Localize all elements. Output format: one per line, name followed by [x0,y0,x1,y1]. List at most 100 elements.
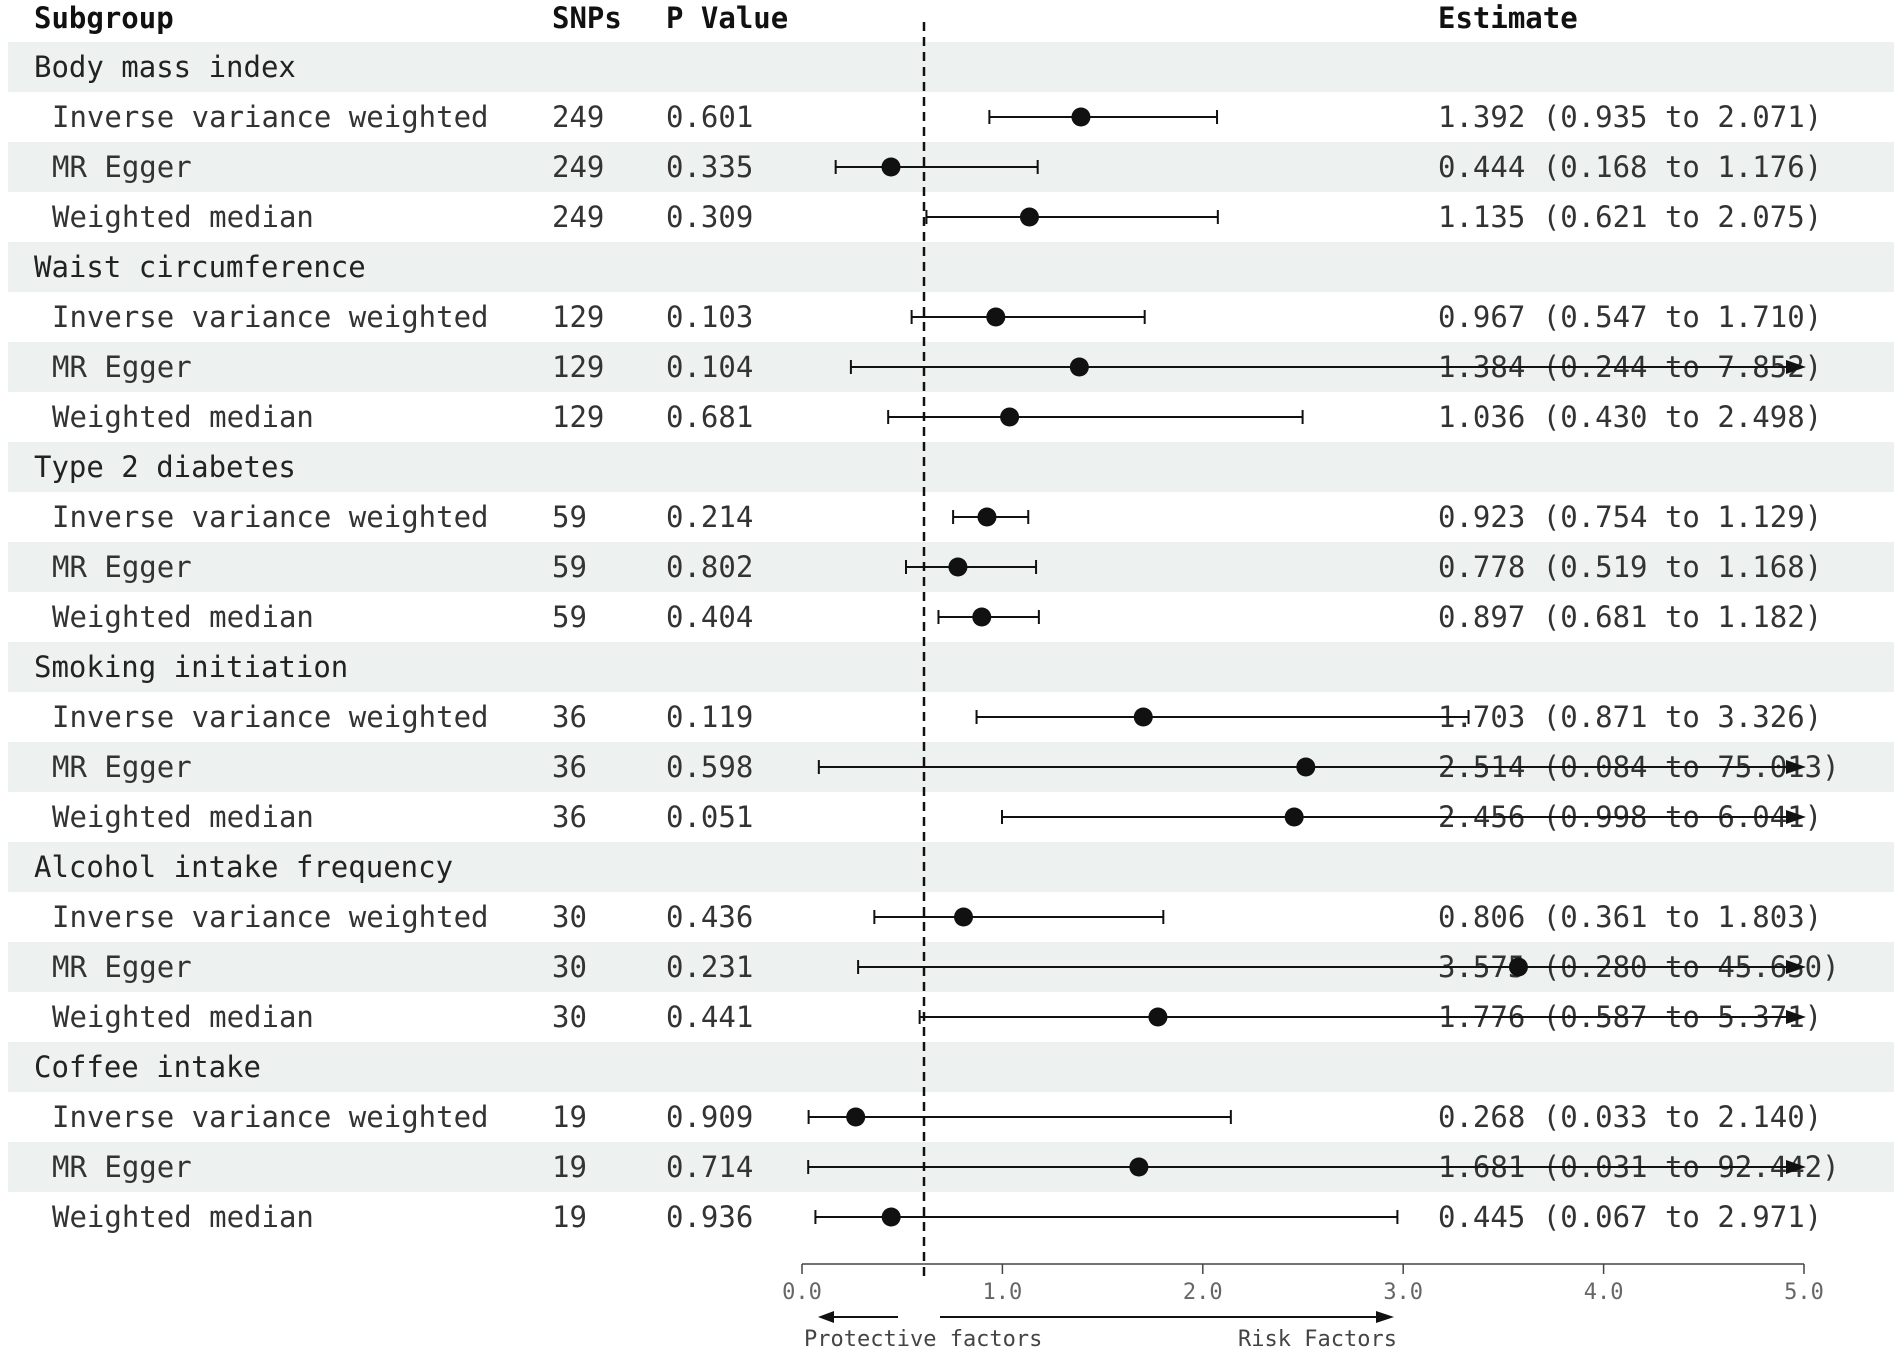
snps-value: 36 [552,800,587,834]
snps-value: 249 [552,100,604,134]
snps-value: 59 [552,500,587,534]
p-value: 0.802 [666,550,753,584]
p-value: 0.231 [666,950,753,984]
group-label: Alcohol intake frequency [34,850,453,884]
p-value: 0.441 [666,1000,753,1034]
snps-value: 129 [552,350,604,384]
p-value: 0.598 [666,750,753,784]
tick-label: 1.0 [983,1280,1023,1305]
estimate-label: 0.897 (0.681 to 1.182) [1438,600,1822,634]
risk-arrowhead [1376,1311,1394,1323]
snps-value: 129 [552,300,604,334]
axis-label-protective: Protective factors [804,1327,1042,1352]
point-estimate [881,1207,901,1227]
tick-label: 0.0 [782,1280,822,1305]
group-band [8,842,1894,892]
ci-arrowhead [1786,1160,1806,1174]
estimate-label: 1.703 (0.871 to 3.326) [1438,700,1822,734]
row-bands [8,42,1894,1192]
method-label: Weighted median [52,400,314,434]
ci-arrowhead [1786,960,1806,974]
point-estimate [846,1107,866,1127]
method-label: Weighted median [52,600,314,634]
point-estimate [1071,107,1091,127]
snps-value: 30 [552,1000,587,1034]
method-label: Inverse variance weighted [52,900,489,934]
method-label: Weighted median [52,800,314,834]
p-value: 0.104 [666,350,753,384]
estimate-label: 1.135 (0.621 to 2.075) [1438,200,1822,234]
group-band [8,242,1894,292]
method-label: MR Egger [52,350,192,384]
group-label: Body mass index [34,50,296,84]
snps-value: 30 [552,900,587,934]
group-label: Smoking initiation [34,650,348,684]
ci-arrowhead [1786,760,1806,774]
method-label: Inverse variance weighted [52,500,489,534]
point-estimate [1508,957,1528,977]
snps-value: 249 [552,200,604,234]
p-value: 0.909 [666,1100,753,1134]
method-label: Inverse variance weighted [52,700,489,734]
p-value: 0.335 [666,150,753,184]
group-band [8,42,1894,92]
estimate-label: 0.923 (0.754 to 1.129) [1438,500,1822,534]
point-estimate [1148,1007,1168,1027]
tick-label: 5.0 [1784,1280,1824,1305]
estimate-label: 0.444 (0.168 to 1.176) [1438,150,1822,184]
header-subgroup: Subgroup [34,1,174,35]
snps-value: 36 [552,700,587,734]
p-value: 0.936 [666,1200,753,1234]
group-label: Coffee intake [34,1050,261,1084]
p-value: 0.404 [666,600,753,634]
snps-value: 59 [552,600,587,634]
method-label: MR Egger [52,550,192,584]
snps-value: 30 [552,950,587,984]
point-estimate [948,557,968,577]
method-label: Weighted median [52,1000,314,1034]
axis-label-risk: Risk Factors [1238,1327,1397,1352]
point-estimate [954,907,974,927]
ci-arrowhead [1786,1010,1806,1024]
p-value: 0.309 [666,200,753,234]
method-label: MR Egger [52,750,192,784]
point-estimate [1133,707,1153,727]
point-estimate [977,507,997,527]
snps-value: 19 [552,1200,587,1234]
method-label: MR Egger [52,150,192,184]
p-value: 0.714 [666,1150,753,1184]
point-estimate [1296,757,1316,777]
tick-label: 3.0 [1383,1280,1423,1305]
snps-value: 19 [552,1100,587,1134]
group-band [8,642,1894,692]
snps-value: 59 [552,550,587,584]
point-estimate [881,157,901,177]
estimate-label: 0.445 (0.067 to 2.971) [1438,1200,1822,1234]
p-value: 0.601 [666,100,753,134]
method-label: Weighted median [52,1200,314,1234]
snps-value: 129 [552,400,604,434]
p-value: 0.119 [666,700,753,734]
group-label: Waist circumference [34,250,366,284]
snps-value: 19 [552,1150,587,1184]
group-band [8,1042,1894,1092]
header-estimate: Estimate [1438,1,1578,35]
protective-arrowhead [818,1311,834,1323]
p-value: 0.436 [666,900,753,934]
table-rows: Body mass index Inverse variance weighted… [34,50,1840,1234]
ci-arrowhead [1786,810,1806,824]
estimate-label: 0.806 (0.361 to 1.803) [1438,900,1822,934]
estimate-label: 0.967 (0.547 to 1.710) [1438,300,1822,334]
point-estimate [1284,807,1304,827]
point-estimate [986,307,1006,327]
point-estimate [1069,357,1089,377]
method-label: Inverse variance weighted [52,300,489,334]
p-value: 0.681 [666,400,753,434]
header-pvalue: P Value [666,1,788,35]
method-label: Inverse variance weighted [52,1100,489,1134]
x-axis: 0.0 1.0 2.0 3.0 4.0 5.0 [782,1263,1824,1305]
group-label: Type 2 diabetes [34,450,296,484]
p-value: 0.051 [666,800,753,834]
snps-value: 249 [552,150,604,184]
